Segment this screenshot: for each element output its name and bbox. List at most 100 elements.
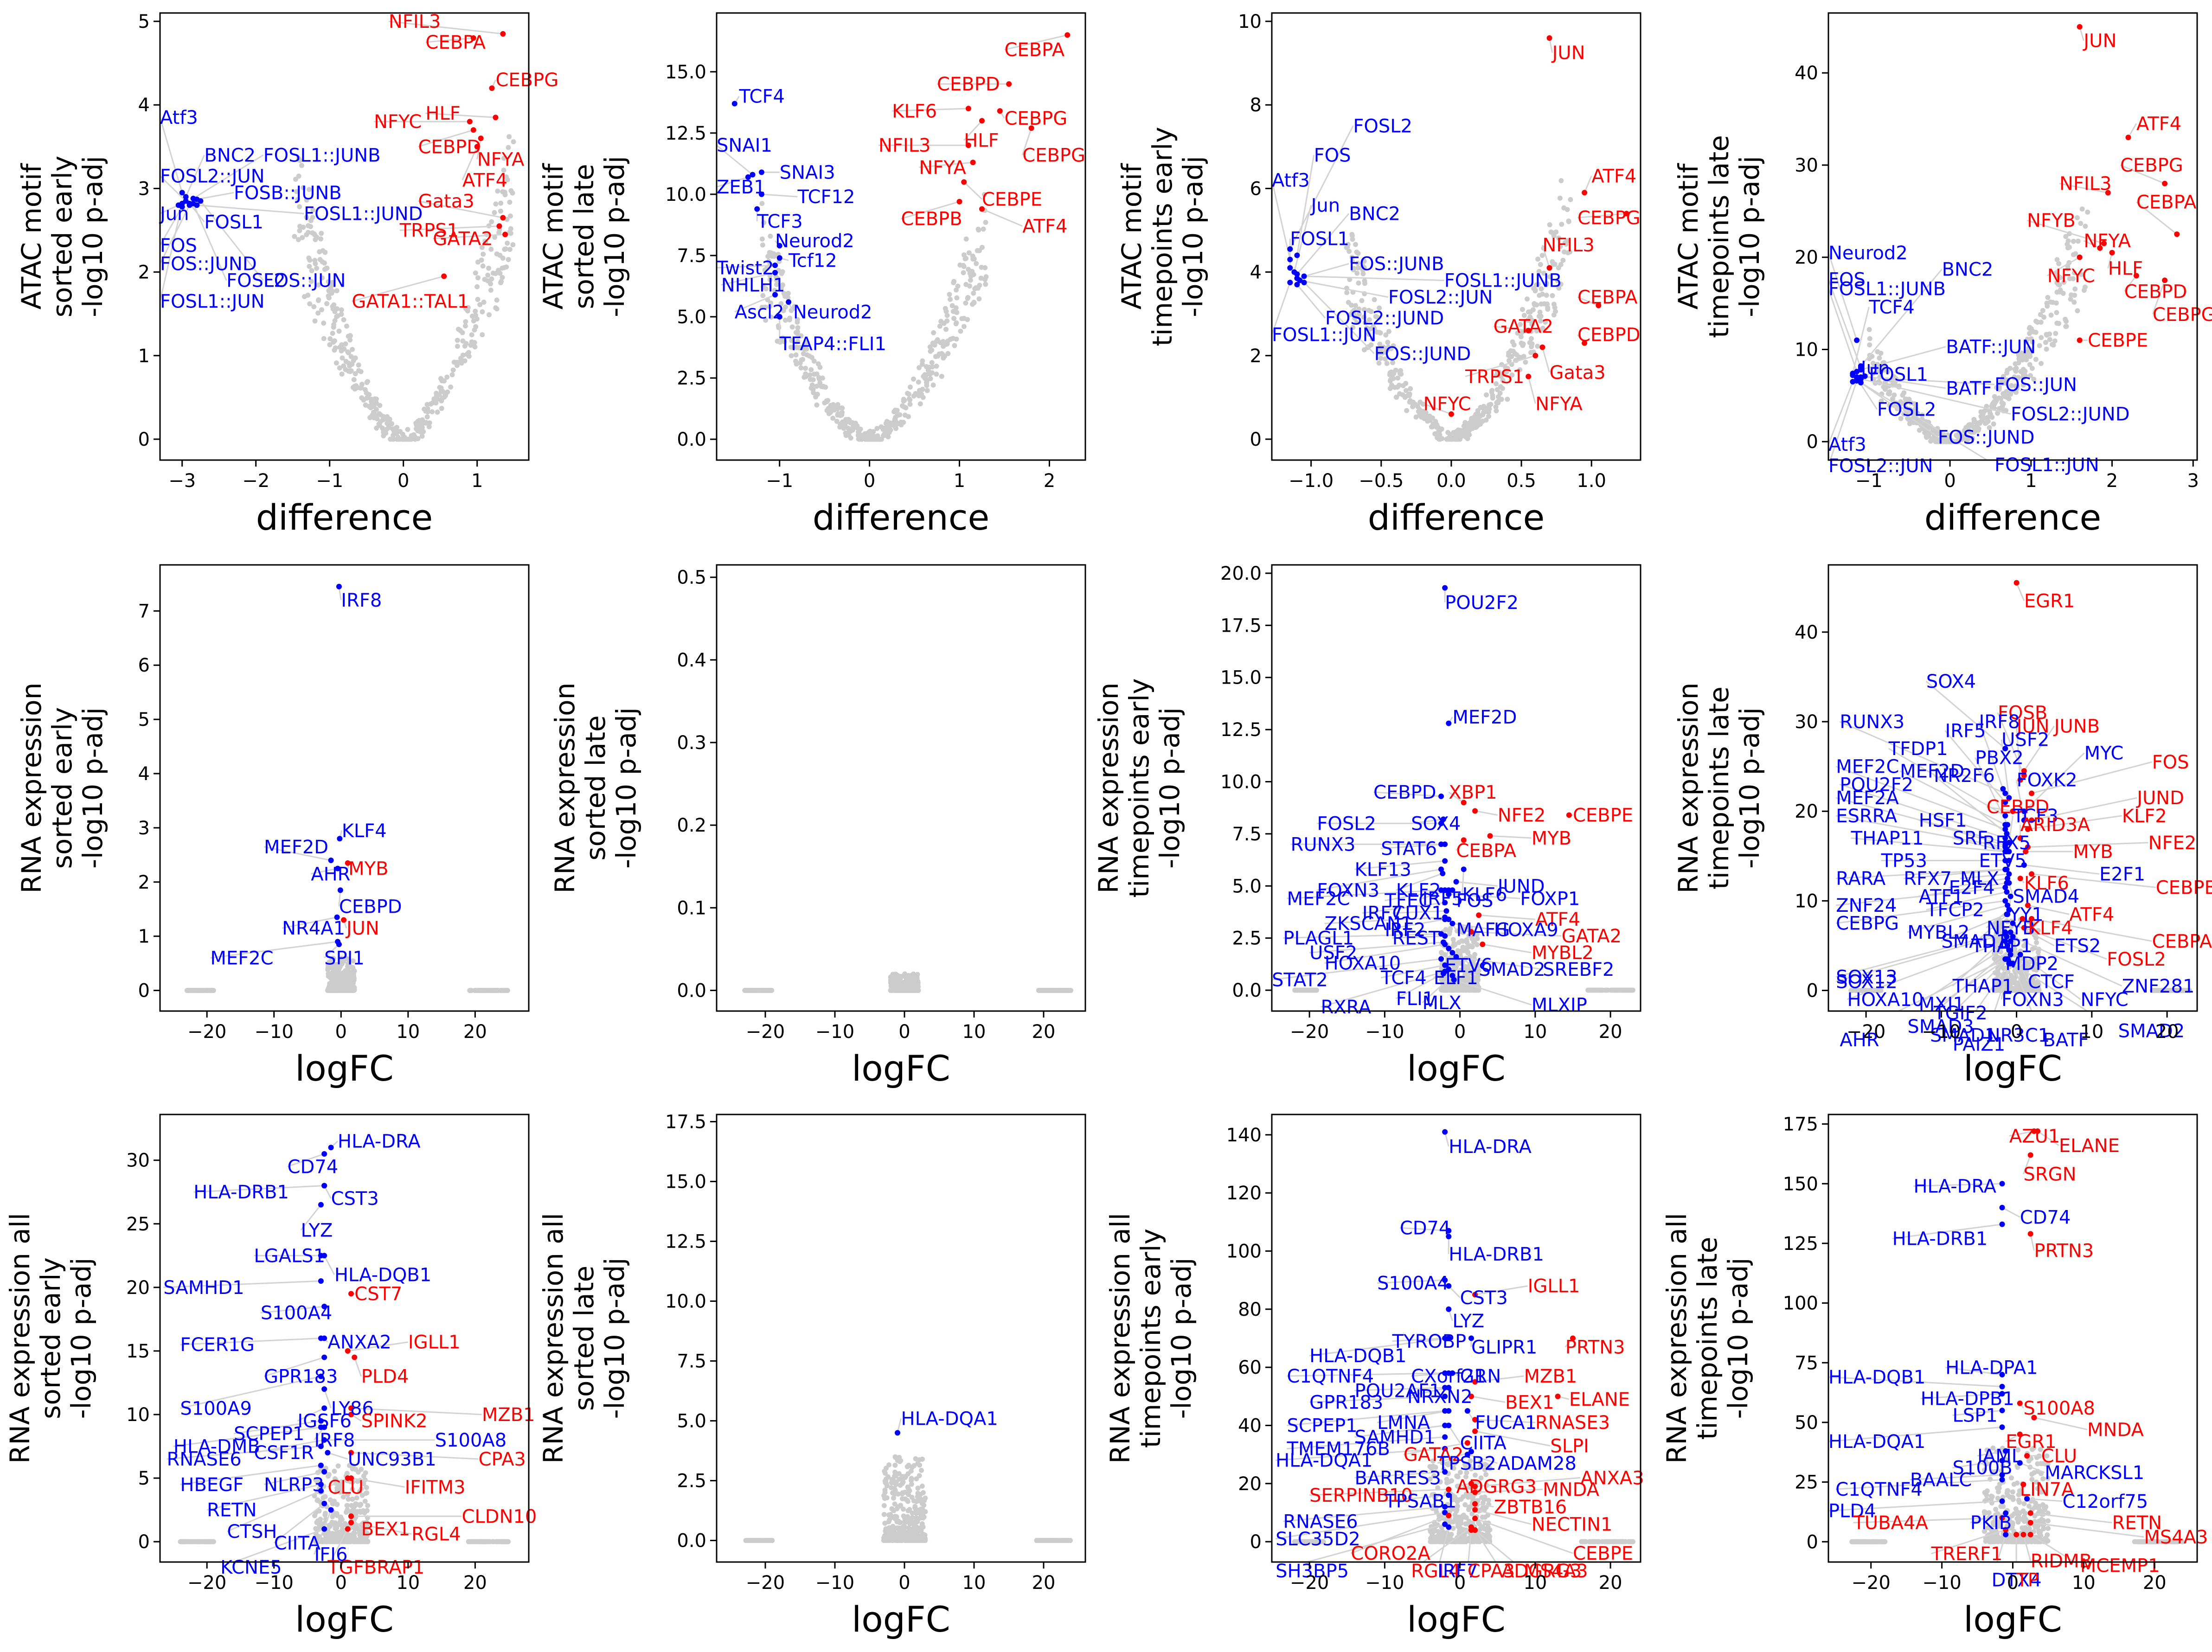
connector-line <box>1860 376 1995 385</box>
background-point <box>394 431 399 436</box>
gene-label: FOS::JUND <box>1374 343 1471 365</box>
gene-label: NFIL3 <box>1542 235 1594 256</box>
y-tick-label: 40 <box>1795 622 1818 643</box>
gene-point <box>1446 720 1452 726</box>
gene-label: JUN <box>345 918 379 939</box>
background-point <box>317 256 323 262</box>
y-axis-title: RNA expressiontimepoints late-log10 p-ad… <box>1673 683 1765 894</box>
background-point <box>1995 410 2000 416</box>
background-point <box>2031 377 2037 382</box>
x-tick-label: −1.0 <box>1289 470 1334 492</box>
y-axis-title-line: ATAC motif <box>538 163 569 310</box>
background-point <box>479 245 485 250</box>
background-point <box>1496 372 1502 378</box>
background-point <box>951 316 957 321</box>
gene-point <box>336 941 342 948</box>
background-point <box>1999 379 2004 384</box>
background-point <box>954 295 960 301</box>
background-point <box>1397 391 1403 397</box>
background-point <box>1395 375 1401 381</box>
background-point <box>850 427 855 433</box>
gene-point <box>1442 841 1448 847</box>
background-point <box>789 338 795 343</box>
y-axis-title-line: timepoints late <box>1703 135 1735 338</box>
background-point <box>293 177 298 182</box>
background-point <box>1475 936 1480 941</box>
background-point <box>1383 356 1388 362</box>
background-point <box>804 352 810 358</box>
gene-label: CEBPD <box>1577 325 1641 346</box>
gene-label: MYB <box>1532 828 1571 849</box>
gene-point <box>1442 585 1448 591</box>
x-tick-label: −10 <box>255 1021 294 1043</box>
gene-point <box>1442 941 1448 948</box>
background-point <box>824 408 830 413</box>
background-point <box>795 317 800 322</box>
gene-point <box>1476 912 1482 918</box>
background-point <box>1393 367 1398 373</box>
connector-line <box>160 206 183 246</box>
gene-point <box>2017 876 2023 882</box>
background-point <box>1494 408 1499 414</box>
background-point <box>2025 337 2030 342</box>
background-point <box>1958 436 1963 442</box>
background-point <box>321 320 327 326</box>
background-point <box>1625 987 1631 993</box>
y-tick-label: 40 <box>1795 63 1818 84</box>
background-point <box>760 242 765 248</box>
background-point <box>982 265 988 270</box>
background-point <box>782 339 787 345</box>
background-point <box>304 215 309 220</box>
background-point <box>1550 293 1555 298</box>
gene-label: TCF4 <box>738 86 784 108</box>
background-point <box>1906 397 1912 402</box>
gene-point <box>1287 280 1293 286</box>
gene-point <box>776 314 782 320</box>
background-point <box>1370 336 1375 342</box>
background-point <box>1551 262 1556 267</box>
background-point <box>510 190 515 196</box>
background-point <box>2028 336 2034 342</box>
background-point <box>1907 407 1912 412</box>
background-point <box>475 259 481 265</box>
background-point <box>763 318 769 323</box>
background-point <box>794 361 799 367</box>
background-point <box>837 424 843 430</box>
background-point <box>402 435 407 440</box>
x-tick-label: 0.5 <box>1507 470 1536 492</box>
gene-label: MYB <box>2073 841 2113 863</box>
background-point <box>1356 280 1361 286</box>
background-point <box>1460 960 1465 966</box>
gene-point <box>441 273 447 279</box>
background-point <box>950 336 956 341</box>
background-point <box>1494 387 1500 392</box>
background-point <box>1346 249 1352 254</box>
background-point <box>1469 944 1475 950</box>
background-point <box>868 436 873 442</box>
background-point <box>1068 987 1074 993</box>
background-point <box>798 365 804 371</box>
background-point <box>1466 968 1472 973</box>
gene-label: ATF4 <box>2136 114 2181 135</box>
background-point <box>1551 312 1557 318</box>
background-point <box>343 1510 349 1515</box>
background-point <box>2065 238 2071 244</box>
background-point <box>1975 428 1981 433</box>
connector-line <box>1479 914 1535 920</box>
y-axis-title: ATAC motiftimepoints late-log10 p-adj <box>1673 135 1765 338</box>
background-point <box>356 362 361 368</box>
y-axis-title: ATAC motiftimepoints early-log10 p-adj <box>1116 127 1209 346</box>
x-tick-label: −2 <box>242 470 269 492</box>
background-point <box>1443 927 1449 932</box>
background-point <box>808 367 814 372</box>
background-point <box>1525 296 1530 302</box>
gene-label: FOSB::JUNB <box>234 182 342 204</box>
background-point <box>493 201 499 207</box>
background-point <box>1387 378 1393 384</box>
background-point <box>902 412 908 418</box>
x-tick-label: −3 <box>168 470 196 492</box>
background-point <box>405 427 410 432</box>
background-point <box>379 425 385 431</box>
background-point <box>1351 266 1357 271</box>
